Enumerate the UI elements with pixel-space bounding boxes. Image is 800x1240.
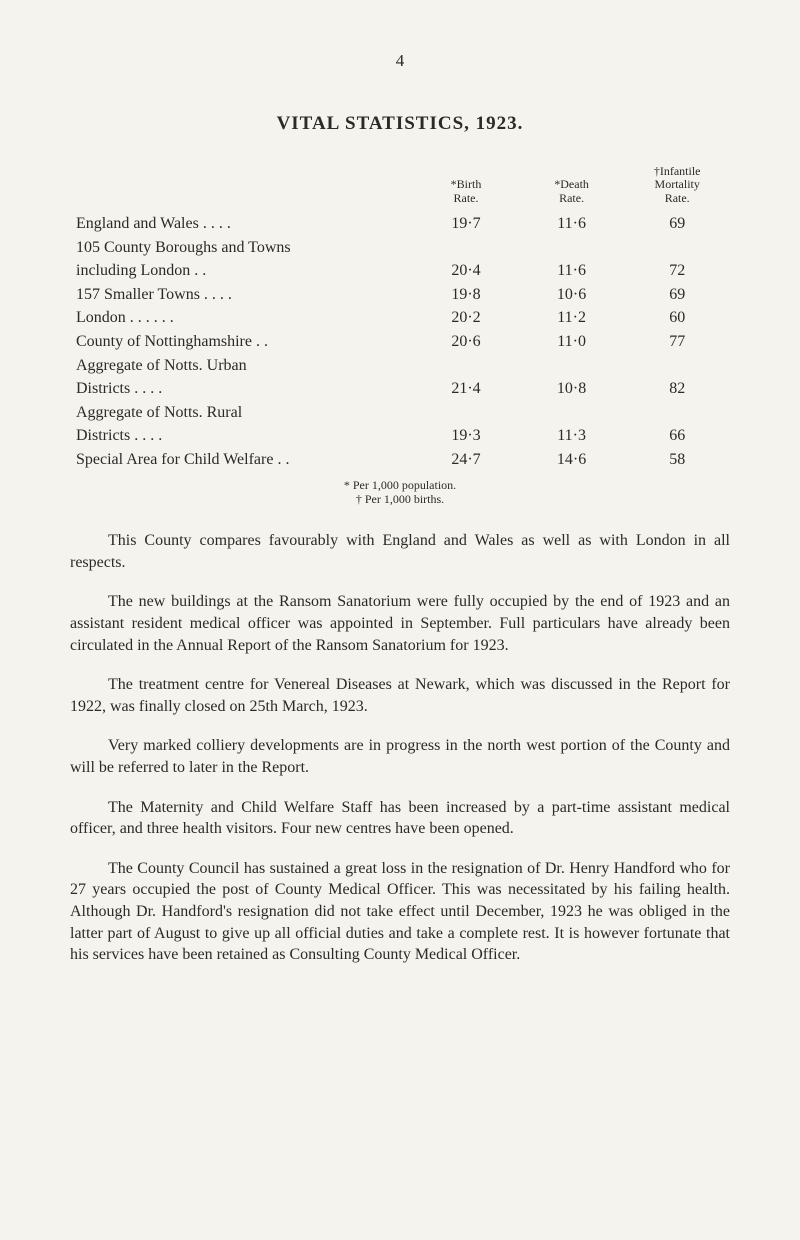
row-birth: 21·4 <box>413 377 519 401</box>
row-label: Aggregate of Notts. Rural <box>70 401 413 425</box>
header-birth-rate: *BirthRate. <box>413 165 519 212</box>
table-row: County of Nottinghamshire . .20·611·077 <box>70 330 730 354</box>
table-row: Aggregate of Notts. Urban <box>70 354 730 378</box>
table-row: including London . .20·411·672 <box>70 259 730 283</box>
stats-table-body: England and Wales . . . .19·711·669105 C… <box>70 212 730 472</box>
row-label: Aggregate of Notts. Urban <box>70 354 413 378</box>
table-row: Special Area for Child Welfare . .24·714… <box>70 448 730 472</box>
header-death-rate: *DeathRate. <box>519 165 625 212</box>
row-mortality: 77 <box>624 330 730 354</box>
row-death: 11·6 <box>519 212 625 236</box>
row-mortality: 69 <box>624 212 730 236</box>
row-birth: 20·6 <box>413 330 519 354</box>
header-mortality-rate: †InfantileMortalityRate. <box>624 165 730 212</box>
table-row: Districts . . . .21·410·882 <box>70 377 730 401</box>
row-death: 11·2 <box>519 306 625 330</box>
row-label: 105 County Boroughs and Towns <box>70 236 413 260</box>
row-birth: 20·4 <box>413 259 519 283</box>
table-row: Districts . . . .19·311·366 <box>70 424 730 448</box>
row-label: Districts . . . . <box>70 377 413 401</box>
row-death <box>519 236 625 260</box>
body-paragraph: This County compares favourably with Eng… <box>70 530 730 573</box>
page-number: 4 <box>70 50 730 73</box>
row-mortality: 72 <box>624 259 730 283</box>
row-birth <box>413 236 519 260</box>
table-row: Aggregate of Notts. Rural <box>70 401 730 425</box>
body-paragraph: The Maternity and Child Welfare Staff ha… <box>70 797 730 840</box>
body-paragraph: The new buildings at the Ransom Sanatori… <box>70 591 730 656</box>
table-footnote: * Per 1,000 population. † Per 1,000 birt… <box>70 478 730 507</box>
row-birth: 19·8 <box>413 283 519 307</box>
body-paragraph: The treatment centre for Venereal Diseas… <box>70 674 730 717</box>
table-row: England and Wales . . . .19·711·669 <box>70 212 730 236</box>
row-birth <box>413 354 519 378</box>
row-birth: 20·2 <box>413 306 519 330</box>
row-death <box>519 354 625 378</box>
row-mortality <box>624 401 730 425</box>
body-paragraph: Very marked colliery developments are in… <box>70 735 730 778</box>
footnote-population: * Per 1,000 population. <box>344 478 456 492</box>
row-mortality: 69 <box>624 283 730 307</box>
row-label: County of Nottinghamshire . . <box>70 330 413 354</box>
row-birth <box>413 401 519 425</box>
row-death: 10·6 <box>519 283 625 307</box>
row-death: 14·6 <box>519 448 625 472</box>
row-label: Special Area for Child Welfare . . <box>70 448 413 472</box>
document-title: VITAL STATISTICS, 1923. <box>70 111 730 137</box>
row-birth: 19·7 <box>413 212 519 236</box>
header-blank <box>70 165 413 212</box>
table-row: 105 County Boroughs and Towns <box>70 236 730 260</box>
row-mortality <box>624 236 730 260</box>
table-row: London . . . . . .20·211·260 <box>70 306 730 330</box>
row-mortality: 58 <box>624 448 730 472</box>
row-death: 11·0 <box>519 330 625 354</box>
table-row: 157 Smaller Towns . . . .19·810·669 <box>70 283 730 307</box>
row-birth: 24·7 <box>413 448 519 472</box>
body-text: This County compares favourably with Eng… <box>70 530 730 966</box>
row-death: 10·8 <box>519 377 625 401</box>
row-mortality <box>624 354 730 378</box>
row-death <box>519 401 625 425</box>
vital-statistics-table: *BirthRate. *DeathRate. †InfantileMortal… <box>70 165 730 472</box>
row-mortality: 60 <box>624 306 730 330</box>
row-label: Districts . . . . <box>70 424 413 448</box>
row-death: 11·6 <box>519 259 625 283</box>
row-birth: 19·3 <box>413 424 519 448</box>
row-mortality: 82 <box>624 377 730 401</box>
body-paragraph: The County Council has sustained a great… <box>70 858 730 966</box>
row-death: 11·3 <box>519 424 625 448</box>
row-mortality: 66 <box>624 424 730 448</box>
row-label: 157 Smaller Towns . . . . <box>70 283 413 307</box>
footnote-births: † Per 1,000 births. <box>356 492 444 506</box>
row-label: England and Wales . . . . <box>70 212 413 236</box>
row-label: including London . . <box>70 259 413 283</box>
row-label: London . . . . . . <box>70 306 413 330</box>
